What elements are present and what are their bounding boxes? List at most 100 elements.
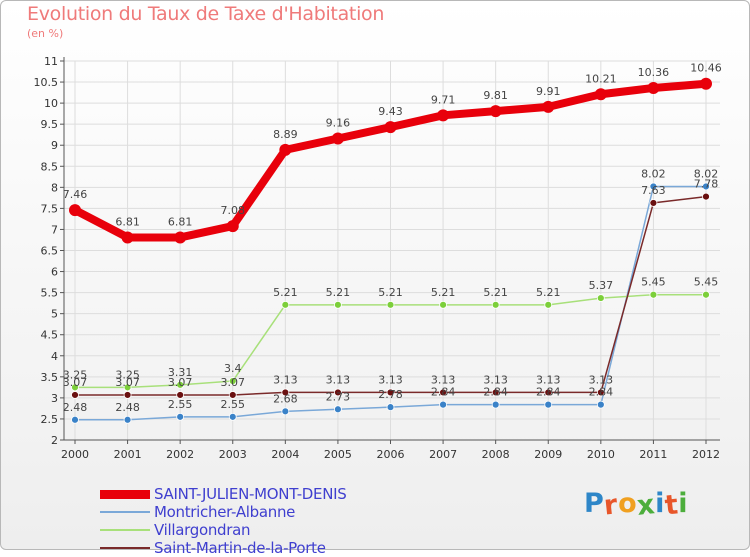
y-tick-label: 3	[51, 392, 58, 405]
data-label: 9.81	[483, 89, 508, 102]
data-label: 7.63	[641, 184, 666, 197]
data-point	[544, 388, 553, 397]
y-tick-label: 4	[51, 350, 58, 363]
chart-title: Evolution du Taux de Taxe d'Habitation	[27, 3, 385, 25]
data-point	[649, 199, 658, 207]
data-label: 2.68	[273, 392, 298, 405]
x-tick-label: 2010	[587, 448, 615, 461]
y-tick-label: 9	[51, 139, 58, 152]
data-point	[279, 143, 292, 156]
data-point	[386, 300, 395, 309]
data-point	[596, 388, 605, 397]
legend-swatch	[100, 511, 150, 513]
data-point	[334, 405, 342, 414]
data-point	[596, 294, 605, 302]
data-label: 3.07	[63, 376, 88, 389]
data-label: 6.81	[168, 215, 193, 228]
data-point	[542, 100, 555, 113]
data-label: 10.21	[585, 72, 617, 85]
data-point	[649, 290, 658, 299]
data-label: 7.08	[221, 204, 246, 217]
y-tick-label: 11	[44, 55, 58, 68]
data-label: 5.45	[694, 276, 719, 289]
legend-item: SAINT-JULIEN-MONT-DENIS	[100, 485, 400, 503]
legend-item: Saint-Martin-de-la-Porte	[100, 539, 400, 557]
x-tick-label: 2003	[219, 448, 247, 461]
data-label: 5.21	[378, 286, 403, 299]
data-label: 5.21	[536, 286, 561, 299]
data-point	[491, 388, 500, 397]
data-point	[331, 132, 344, 145]
data-point	[228, 377, 237, 385]
data-label: 5.37	[589, 279, 614, 292]
data-label: 3.13	[326, 373, 351, 386]
data-point	[71, 383, 79, 392]
data-label: 2.84	[589, 386, 614, 399]
legend-label: SAINT-JULIEN-MONT-DENIS	[154, 485, 347, 503]
data-label: 9.16	[326, 116, 351, 129]
data-label: 7.78	[694, 178, 719, 191]
data-label: 3.13	[431, 373, 456, 386]
data-label: 7.46	[63, 188, 88, 201]
data-point	[174, 231, 187, 244]
x-tick-label: 2011	[639, 448, 667, 461]
data-label: 10.46	[690, 62, 722, 75]
y-tick-label: 5	[51, 308, 58, 321]
y-tick-label: 8	[51, 181, 58, 194]
y-tick-label: 7.5	[41, 202, 59, 215]
data-point	[491, 400, 500, 409]
data-label: 8.02	[641, 167, 666, 180]
data-label: 3.13	[378, 373, 403, 386]
y-tick-label: 2	[51, 434, 58, 447]
x-tick-label: 2012	[692, 448, 720, 461]
data-point	[123, 415, 132, 424]
data-label: 2.78	[378, 388, 403, 401]
x-tick-label: 2002	[166, 448, 194, 461]
x-tick-label: 2005	[324, 448, 352, 461]
data-label: 3.07	[115, 376, 140, 389]
data-label: 3.13	[536, 373, 561, 386]
data-label: 3.25	[115, 368, 140, 381]
data-label: 3.13	[483, 373, 508, 386]
data-point	[384, 121, 397, 134]
y-tick-label: 6	[51, 266, 58, 279]
data-label: 2.84	[536, 386, 561, 399]
legend-label: Villargondran	[154, 521, 251, 539]
data-point	[71, 391, 79, 399]
data-point	[439, 400, 447, 409]
data-point	[176, 391, 185, 399]
legend-label: Montricher-Albanne	[154, 503, 296, 521]
y-tick-label: 3.5	[41, 371, 59, 384]
x-tick-label: 2009	[534, 448, 562, 461]
y-tick-label: 10	[44, 97, 58, 110]
data-label: 3.13	[589, 373, 614, 386]
data-point	[489, 105, 502, 118]
data-point	[439, 388, 447, 397]
data-point	[544, 300, 553, 309]
proxiti-logo: Proxiti	[584, 488, 689, 522]
data-point	[334, 300, 342, 309]
data-label: 5.45	[641, 276, 666, 289]
x-tick-label: 2007	[429, 448, 457, 461]
chart-unit: (en %)	[27, 27, 64, 40]
y-tick-label: 5.5	[41, 287, 59, 300]
data-point	[176, 380, 185, 389]
data-label: 3.25	[63, 368, 88, 381]
data-point	[228, 391, 237, 399]
legend-label: Saint-Martin-de-la-Porte	[154, 539, 326, 557]
data-label: 5.21	[326, 286, 351, 299]
y-tick-label: 2.5	[41, 413, 59, 426]
data-point	[702, 290, 710, 299]
legend-swatch	[100, 529, 150, 531]
data-label: 2.48	[115, 401, 140, 414]
x-tick-label: 2004	[271, 448, 299, 461]
data-label: 5.21	[483, 286, 508, 299]
data-label: 5.21	[431, 286, 456, 299]
data-point	[69, 204, 81, 217]
data-label: 3.07	[221, 376, 246, 389]
legend-swatch	[100, 490, 150, 499]
data-label: 6.81	[115, 215, 140, 228]
data-label: 2.84	[431, 386, 456, 399]
data-point	[281, 388, 290, 397]
